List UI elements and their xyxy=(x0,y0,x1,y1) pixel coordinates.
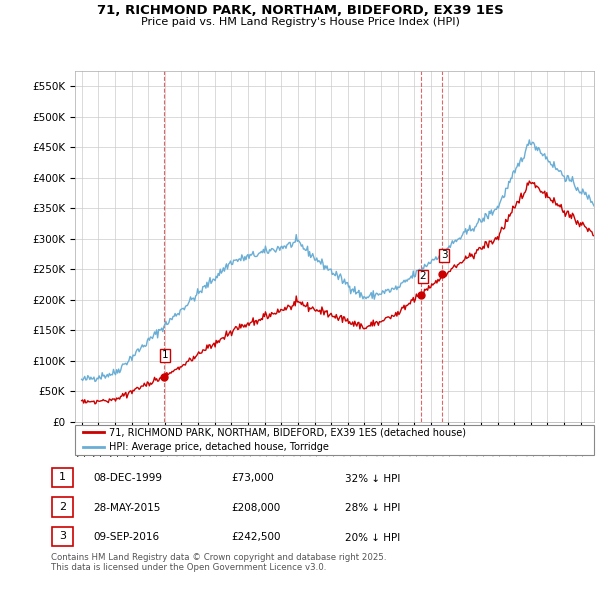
Text: Price paid vs. HM Land Registry's House Price Index (HPI): Price paid vs. HM Land Registry's House … xyxy=(140,17,460,27)
Text: 09-SEP-2016: 09-SEP-2016 xyxy=(93,533,159,542)
Text: 28% ↓ HPI: 28% ↓ HPI xyxy=(345,503,400,513)
Text: 32% ↓ HPI: 32% ↓ HPI xyxy=(345,474,400,483)
FancyBboxPatch shape xyxy=(52,526,73,546)
Text: 71, RICHMOND PARK, NORTHAM, BIDEFORD, EX39 1ES: 71, RICHMOND PARK, NORTHAM, BIDEFORD, EX… xyxy=(97,4,503,17)
Text: £73,000: £73,000 xyxy=(231,474,274,483)
Text: 2: 2 xyxy=(59,502,66,512)
Text: £208,000: £208,000 xyxy=(231,503,280,513)
Text: 28-MAY-2015: 28-MAY-2015 xyxy=(93,503,160,513)
Text: Contains HM Land Registry data © Crown copyright and database right 2025.
This d: Contains HM Land Registry data © Crown c… xyxy=(51,553,386,572)
Text: HPI: Average price, detached house, Torridge: HPI: Average price, detached house, Torr… xyxy=(109,442,329,452)
FancyBboxPatch shape xyxy=(52,497,73,517)
Text: 2: 2 xyxy=(419,271,426,281)
Text: 3: 3 xyxy=(441,250,448,260)
FancyBboxPatch shape xyxy=(52,467,73,487)
Text: 08-DEC-1999: 08-DEC-1999 xyxy=(93,474,162,483)
FancyBboxPatch shape xyxy=(75,425,594,455)
Text: 1: 1 xyxy=(59,473,66,483)
Text: 1: 1 xyxy=(162,350,169,360)
Text: 3: 3 xyxy=(59,532,66,542)
Text: 71, RICHMOND PARK, NORTHAM, BIDEFORD, EX39 1ES (detached house): 71, RICHMOND PARK, NORTHAM, BIDEFORD, EX… xyxy=(109,428,466,437)
Text: £242,500: £242,500 xyxy=(231,533,281,542)
Text: 20% ↓ HPI: 20% ↓ HPI xyxy=(345,533,400,542)
